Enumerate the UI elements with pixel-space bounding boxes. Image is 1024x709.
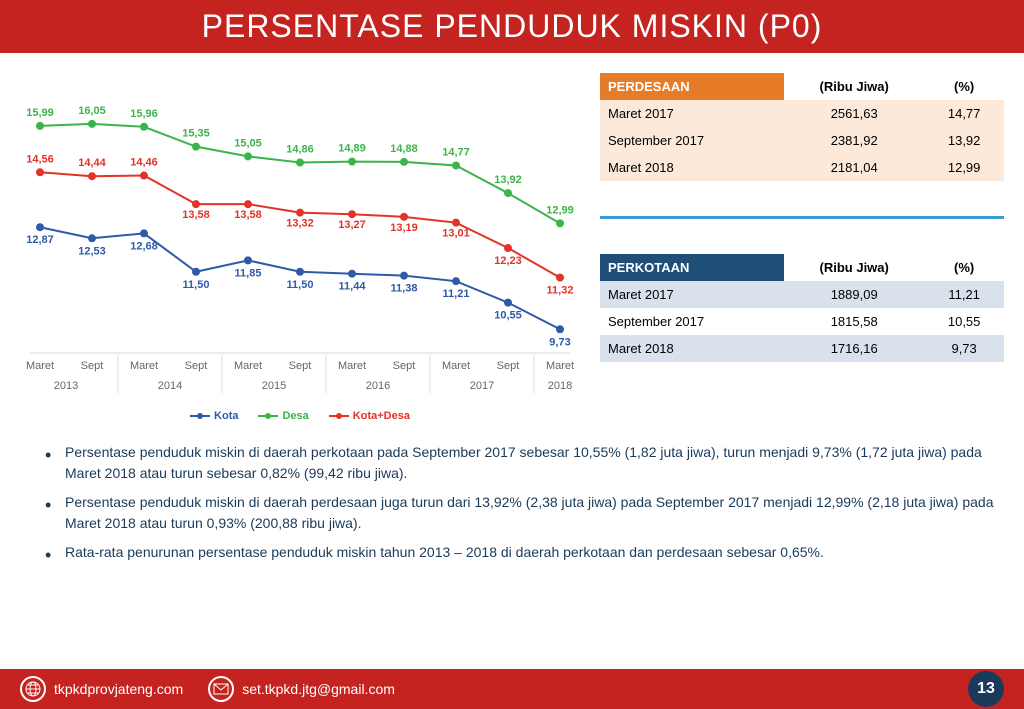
footer: tkpkdprovjateng.com set.tkpkd.jtg@gmail.… xyxy=(0,669,1024,709)
svg-text:12,53: 12,53 xyxy=(78,245,106,257)
svg-text:Maret: Maret xyxy=(338,360,366,372)
legend-item: Kota xyxy=(190,410,238,422)
svg-text:14,77: 14,77 xyxy=(442,146,470,158)
svg-text:15,05: 15,05 xyxy=(234,137,262,149)
svg-text:13,32: 13,32 xyxy=(286,218,314,230)
svg-text:10,55: 10,55 xyxy=(494,310,522,322)
bullet-item: Rata-rata penurunan persentase penduduk … xyxy=(50,542,994,563)
page-number: 13 xyxy=(968,671,1004,707)
svg-text:14,56: 14,56 xyxy=(26,153,54,165)
svg-text:11,44: 11,44 xyxy=(339,281,367,293)
svg-text:Maret: Maret xyxy=(546,360,574,372)
svg-text:13,01: 13,01 xyxy=(442,228,470,240)
svg-text:Sept: Sept xyxy=(185,360,208,372)
bullet-item: Persentase penduduk miskin di daerah per… xyxy=(50,492,994,534)
table-perkotaan: PERKOTAAN(Ribu Jiwa)(%)Maret 20171889,09… xyxy=(600,254,1004,362)
svg-text:9,73: 9,73 xyxy=(549,336,570,348)
svg-text:2016: 2016 xyxy=(366,380,390,392)
svg-text:12,99: 12,99 xyxy=(546,204,574,216)
svg-text:Sept: Sept xyxy=(81,360,104,372)
svg-text:Maret: Maret xyxy=(26,360,54,372)
legend-item: Kota+Desa xyxy=(329,410,410,422)
svg-text:11,32: 11,32 xyxy=(547,285,574,297)
svg-text:12,23: 12,23 xyxy=(494,255,522,267)
bullet-list: Persentase penduduk miskin di daerah per… xyxy=(0,432,1024,581)
svg-text:2015: 2015 xyxy=(262,380,286,392)
table-perdesaan: PERDESAAN(Ribu Jiwa)(%)Maret 20172561,63… xyxy=(600,73,1004,181)
svg-text:14,46: 14,46 xyxy=(130,157,158,169)
svg-text:14,89: 14,89 xyxy=(338,143,366,155)
svg-text:2014: 2014 xyxy=(158,380,182,392)
footer-website: tkpkdprovjateng.com xyxy=(54,681,183,697)
svg-text:16,05: 16,05 xyxy=(78,105,106,117)
svg-text:14,86: 14,86 xyxy=(286,144,314,156)
svg-text:2018: 2018 xyxy=(548,380,572,392)
svg-text:Sept: Sept xyxy=(393,360,416,372)
page-title: PERSENTASE PENDUDUK MISKIN (P0) xyxy=(0,0,1024,53)
svg-text:13,58: 13,58 xyxy=(234,209,262,221)
svg-text:11,50: 11,50 xyxy=(183,279,210,291)
footer-email: set.tkpkd.jtg@gmail.com xyxy=(242,681,395,697)
svg-text:Maret: Maret xyxy=(234,360,262,372)
legend-item: Desa xyxy=(258,410,308,422)
svg-text:Sept: Sept xyxy=(289,360,312,372)
svg-text:13,92: 13,92 xyxy=(494,174,522,186)
svg-text:2017: 2017 xyxy=(470,380,494,392)
svg-text:2013: 2013 xyxy=(54,380,78,392)
divider xyxy=(600,216,1004,219)
svg-text:13,58: 13,58 xyxy=(182,209,210,221)
svg-text:14,88: 14,88 xyxy=(390,143,418,155)
line-chart: 12,87 12,53 12,68 11,50 11,85 11,50 11,44 11,38… xyxy=(20,73,580,403)
svg-text:12,68: 12,68 xyxy=(130,240,158,252)
svg-text:15,35: 15,35 xyxy=(182,128,210,140)
mail-icon xyxy=(208,676,234,702)
chart-legend: Kota Desa Kota+Desa xyxy=(20,408,580,422)
svg-text:14,44: 14,44 xyxy=(78,157,106,169)
svg-text:13,19: 13,19 xyxy=(390,222,418,234)
bullet-item: Persentase penduduk miskin di daerah per… xyxy=(50,442,994,484)
svg-text:15,99: 15,99 xyxy=(26,107,54,119)
svg-text:11,21: 11,21 xyxy=(443,288,470,300)
svg-text:Maret: Maret xyxy=(442,360,470,372)
svg-text:11,50: 11,50 xyxy=(287,279,314,291)
svg-text:13,27: 13,27 xyxy=(338,219,366,231)
svg-text:11,38: 11,38 xyxy=(391,283,418,295)
svg-text:15,96: 15,96 xyxy=(130,108,158,120)
svg-text:Sept: Sept xyxy=(497,360,520,372)
svg-text:12,87: 12,87 xyxy=(26,234,54,246)
svg-text:11,85: 11,85 xyxy=(235,267,262,279)
svg-text:Maret: Maret xyxy=(130,360,158,372)
globe-icon xyxy=(20,676,46,702)
